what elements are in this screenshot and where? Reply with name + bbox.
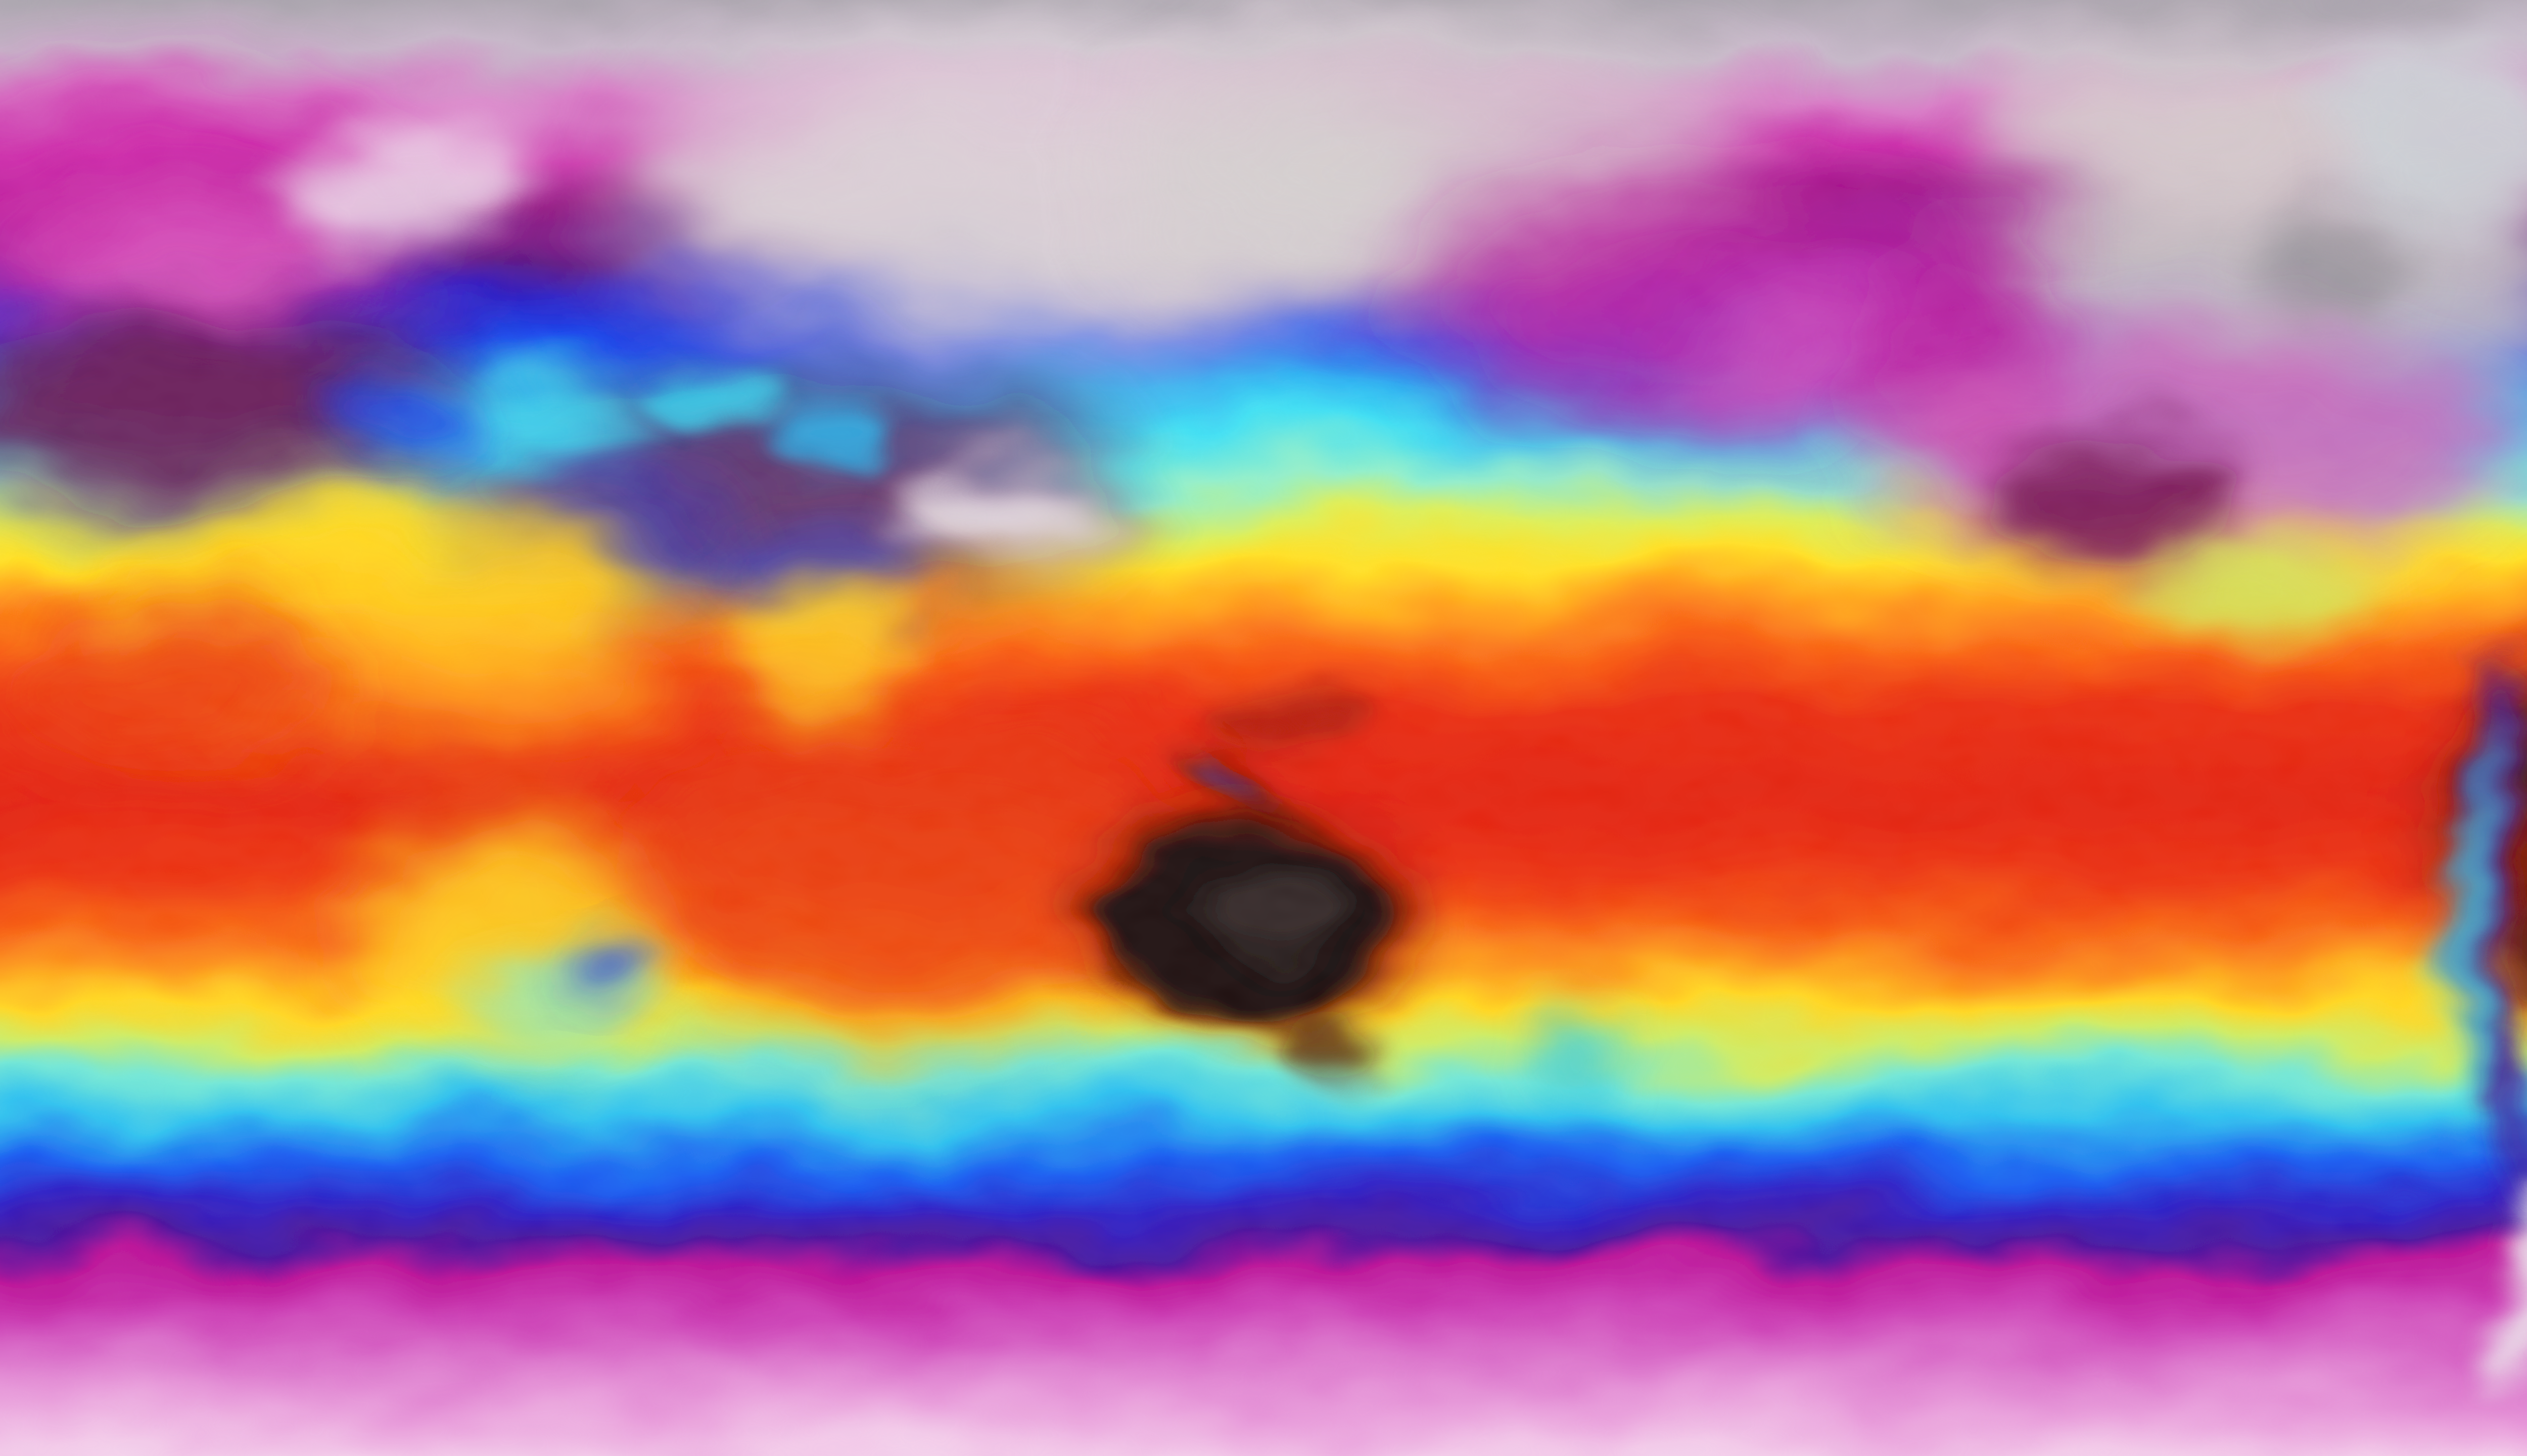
world-temperature-map-image [0, 0, 2527, 1456]
noise-texture-overlay [0, 0, 2527, 1456]
temperature-map-svg [0, 0, 2527, 1456]
